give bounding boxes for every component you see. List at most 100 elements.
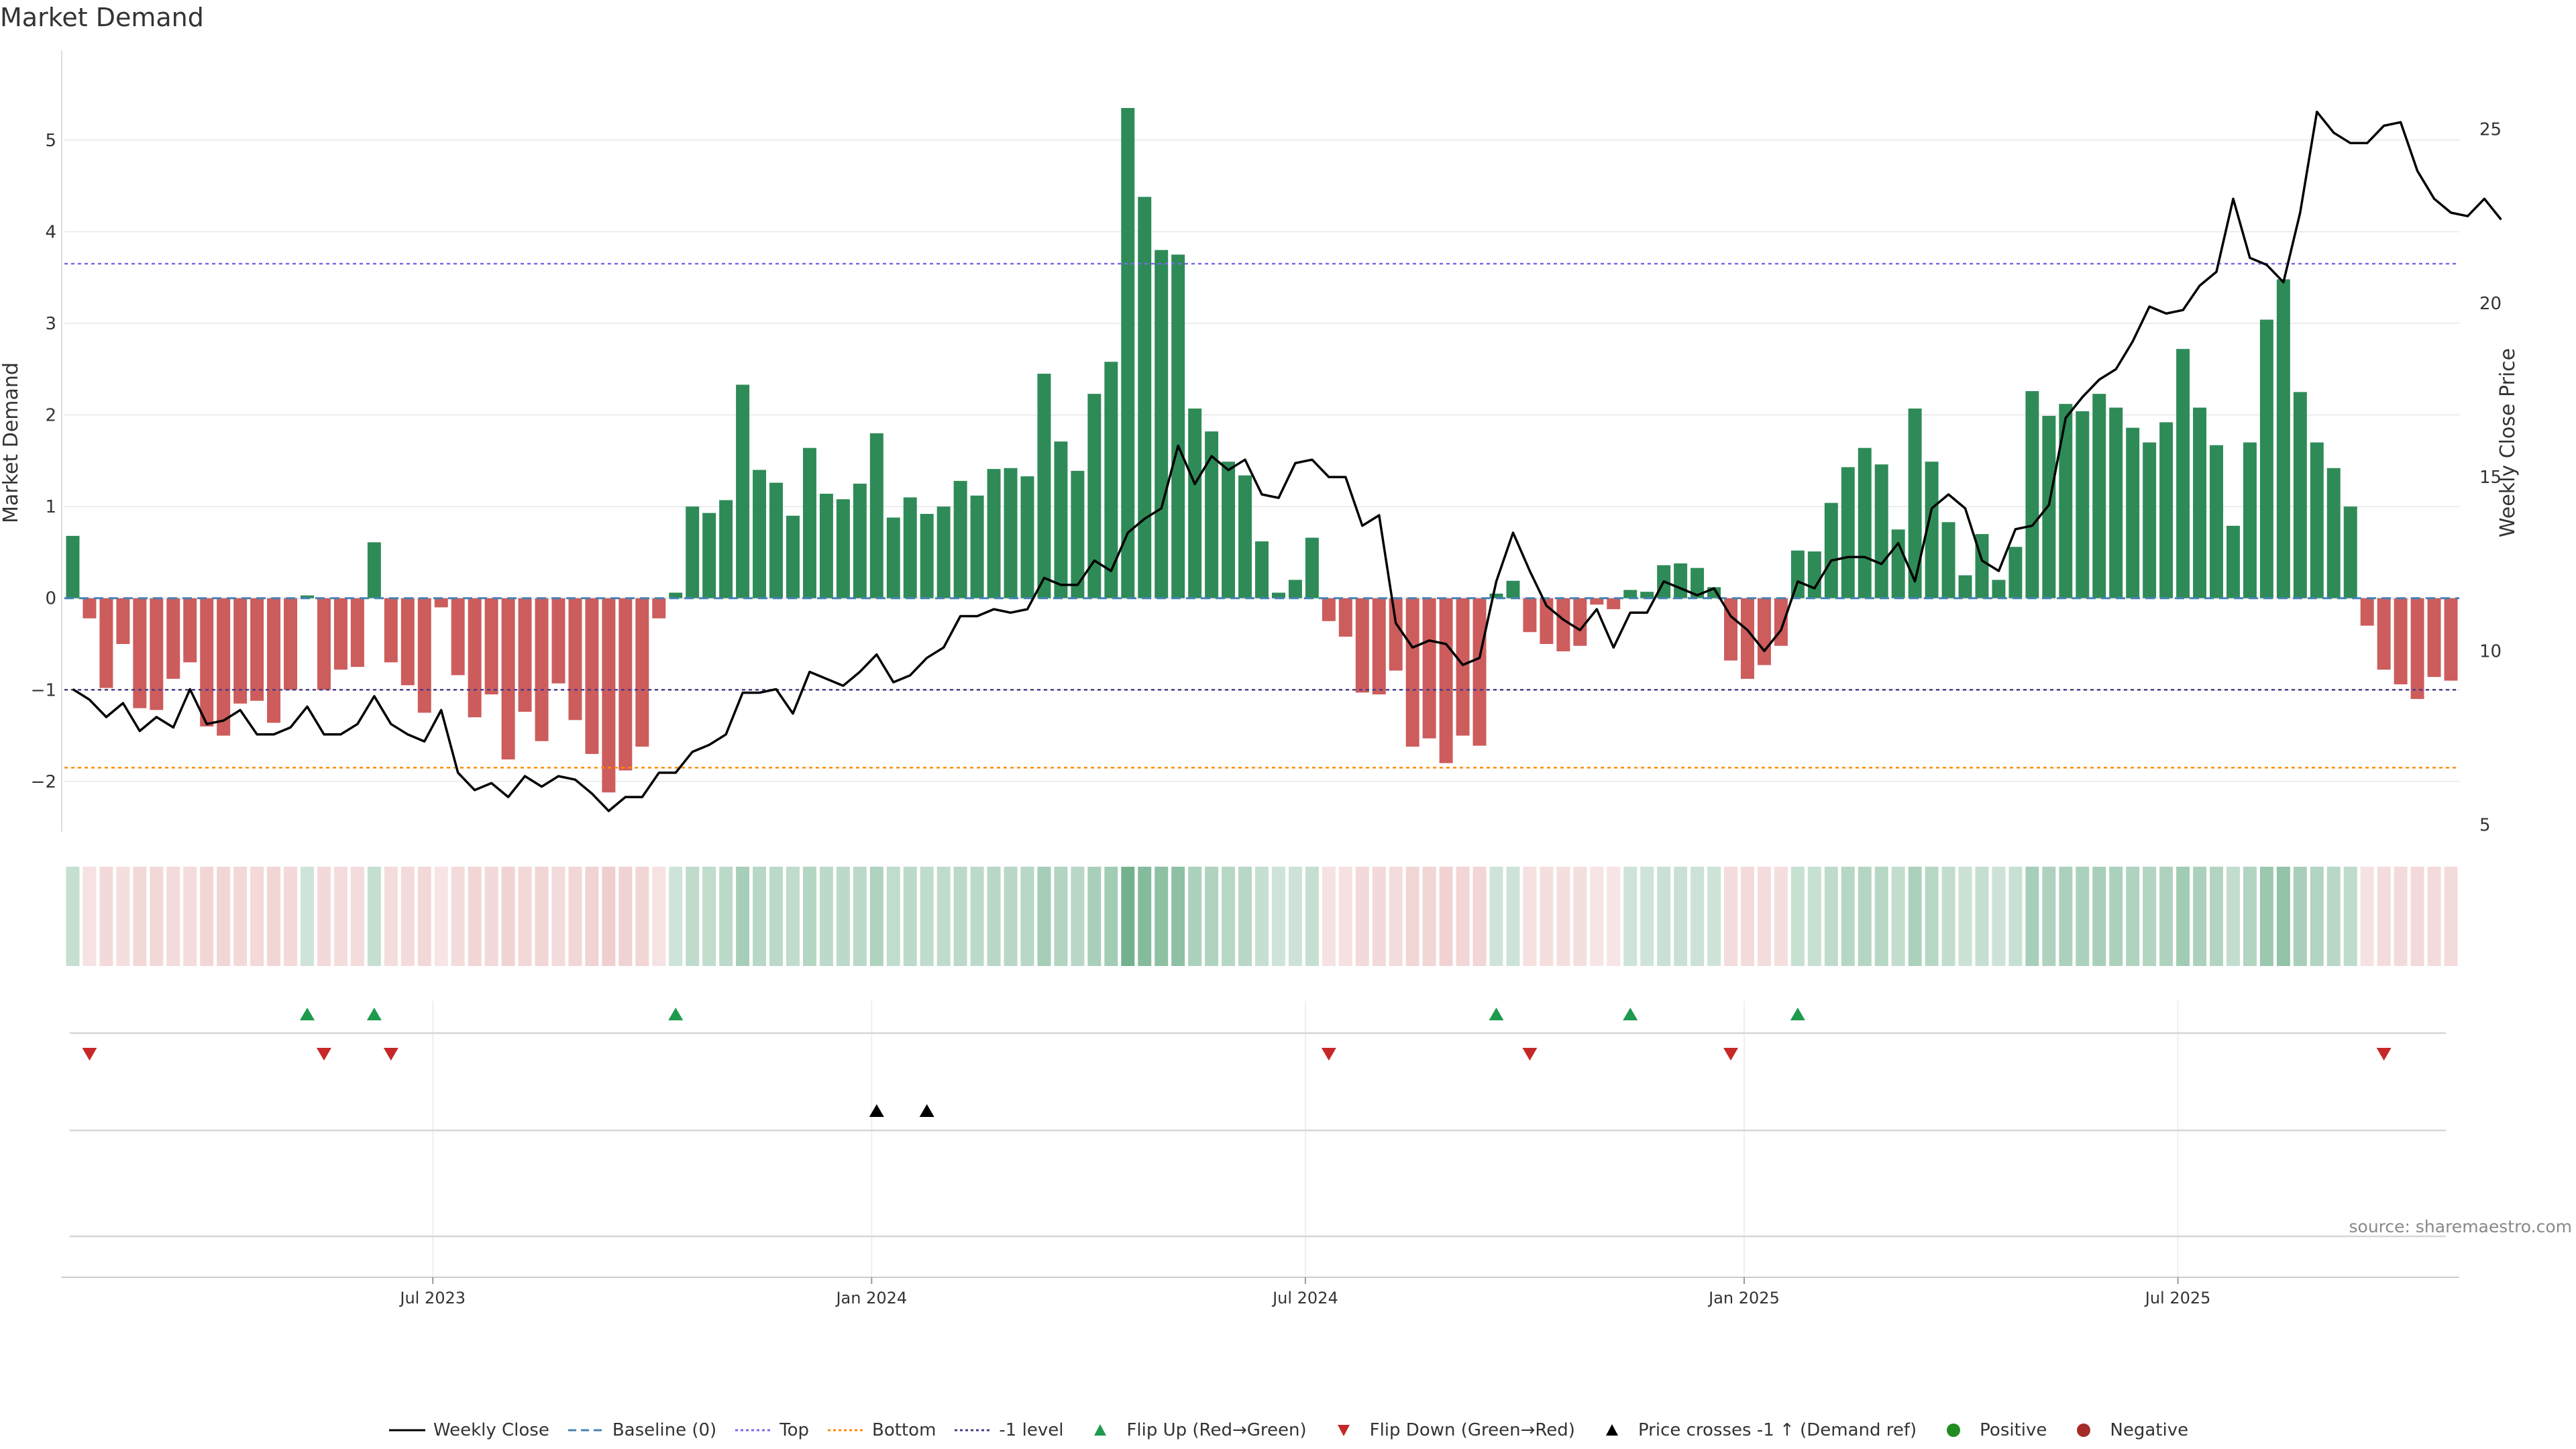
- x-tick-label: Jan 2025: [1707, 1289, 1780, 1307]
- demand-bar-positive: [2343, 506, 2357, 598]
- heat-cell-positive: [1891, 867, 1905, 966]
- demand-bar-negative: [83, 598, 97, 619]
- heat-cell-positive: [987, 867, 1001, 966]
- demand-bar-positive: [1104, 362, 1118, 598]
- heat-cell-positive: [903, 867, 917, 966]
- demand-bar-positive: [1958, 575, 1972, 598]
- legend-label: Top: [780, 1420, 810, 1440]
- demand-bar-positive: [1841, 467, 1855, 598]
- heat-cell-negative: [1724, 867, 1738, 966]
- heat-cell-positive: [1188, 867, 1202, 966]
- heat-cell-positive: [1271, 867, 1285, 966]
- triangle-down-icon: [1324, 1422, 1363, 1438]
- heat-cell-positive: [2343, 867, 2357, 966]
- heat-cell-positive: [1707, 867, 1721, 966]
- demand-bar-negative: [2444, 598, 2458, 681]
- heat-cell-negative: [417, 867, 431, 966]
- heat-cell-negative: [434, 867, 448, 966]
- demand-bar-positive: [903, 497, 917, 598]
- x-tick-label: Jul 2025: [2144, 1289, 2211, 1307]
- demand-bar-negative: [317, 598, 331, 690]
- legend-positive: Positive: [1934, 1420, 2047, 1440]
- legend: Weekly Close Baseline (0) Top Bottom -1 …: [0, 1417, 2576, 1444]
- heat-cell-negative: [2427, 867, 2441, 966]
- demand-bar-positive: [1489, 593, 1503, 598]
- heat-cell-positive: [1992, 867, 2006, 966]
- heat-cell-negative: [602, 867, 616, 966]
- heat-cell-negative: [1757, 867, 1771, 966]
- source-note: source: sharemaestro.com: [2349, 1217, 2573, 1236]
- demand-bar-positive: [1155, 250, 1169, 598]
- demand-bar-positive: [2243, 442, 2257, 598]
- heat-cell-positive: [2326, 867, 2341, 966]
- demand-bar-positive: [1891, 529, 1905, 598]
- demand-bar-negative: [250, 598, 264, 701]
- heat-cell-negative: [1389, 867, 1403, 966]
- heat-cell-negative: [1573, 867, 1587, 966]
- heat-cell-positive: [836, 867, 850, 966]
- legend-top: Top: [734, 1420, 809, 1440]
- legend-dotted-line-icon: [953, 1422, 992, 1438]
- demand-bar-positive: [669, 592, 683, 598]
- legend-baseline: Baseline (0): [567, 1420, 716, 1440]
- heat-cell-negative: [635, 867, 649, 966]
- demand-bar-positive: [702, 513, 716, 598]
- price-cross-marker: [869, 1104, 884, 1117]
- demand-bar-positive: [1087, 394, 1102, 598]
- legend-label: Flip Up (Red→Green): [1126, 1420, 1307, 1440]
- y-tick-label-left: 4: [45, 222, 56, 242]
- heat-cell-positive: [686, 867, 700, 966]
- demand-bar-positive: [1674, 563, 1688, 598]
- demand-bar-positive: [2143, 442, 2157, 598]
- demand-bar-positive: [1205, 431, 1219, 598]
- heat-cell-negative: [217, 867, 231, 966]
- demand-bar-positive: [1288, 580, 1302, 598]
- demand-bar-positive: [1004, 468, 1018, 598]
- heat-cell-negative: [1456, 867, 1470, 966]
- heat-cell-positive: [367, 867, 381, 966]
- heat-cell-positive: [1071, 867, 1085, 966]
- demand-bar-positive: [686, 506, 700, 598]
- demand-bar-negative: [1322, 598, 1336, 621]
- demand-bar-positive: [367, 542, 381, 598]
- heat-cell-negative: [619, 867, 633, 966]
- legend-label: -1 level: [999, 1420, 1064, 1440]
- heat-cell-negative: [200, 867, 214, 966]
- demand-bar-negative: [1355, 598, 1369, 693]
- demand-bar-positive: [1790, 550, 1805, 598]
- heat-cell-positive: [1657, 867, 1671, 966]
- demand-bar-positive: [1305, 537, 1319, 598]
- heat-cell-negative: [250, 867, 264, 966]
- heat-cell-positive: [1238, 867, 1252, 966]
- heat-cell-positive: [301, 867, 314, 966]
- heat-cell-negative: [1590, 867, 1604, 966]
- demand-bar-positive: [301, 595, 314, 598]
- demand-bar-negative: [1523, 598, 1537, 633]
- heat-cell-negative: [133, 867, 147, 966]
- demand-bar-negative: [217, 598, 231, 736]
- demand-bar-negative: [2410, 598, 2424, 699]
- demand-bar-negative: [417, 598, 431, 713]
- heat-cell-negative: [183, 867, 197, 966]
- demand-bar-negative: [233, 598, 248, 704]
- heat-cell-negative: [317, 867, 331, 966]
- demand-bar-positive: [1640, 592, 1654, 598]
- demand-bar-negative: [2427, 598, 2441, 678]
- demand-bar-positive: [2126, 427, 2140, 598]
- legend-weekly-close: Weekly Close: [388, 1420, 549, 1440]
- demand-bar-positive: [1222, 462, 1236, 598]
- x-tick-label: Jan 2024: [835, 1289, 907, 1307]
- flip-down-marker: [1723, 1048, 1739, 1061]
- heat-cell-negative: [284, 867, 298, 966]
- heat-cell-negative: [1741, 867, 1754, 966]
- demand-bar-positive: [1271, 592, 1285, 598]
- heat-cell-positive: [1640, 867, 1654, 966]
- flip-down-marker: [82, 1048, 97, 1061]
- demand-bar-negative: [619, 598, 633, 771]
- demand-bar-positive: [769, 482, 783, 598]
- demand-bar-positive: [1188, 408, 1202, 598]
- demand-bar-positive: [987, 469, 1001, 598]
- demand-bar-positive: [853, 483, 867, 598]
- heat-cell-negative: [1472, 867, 1487, 966]
- y-tick-label-left: 1: [45, 497, 56, 517]
